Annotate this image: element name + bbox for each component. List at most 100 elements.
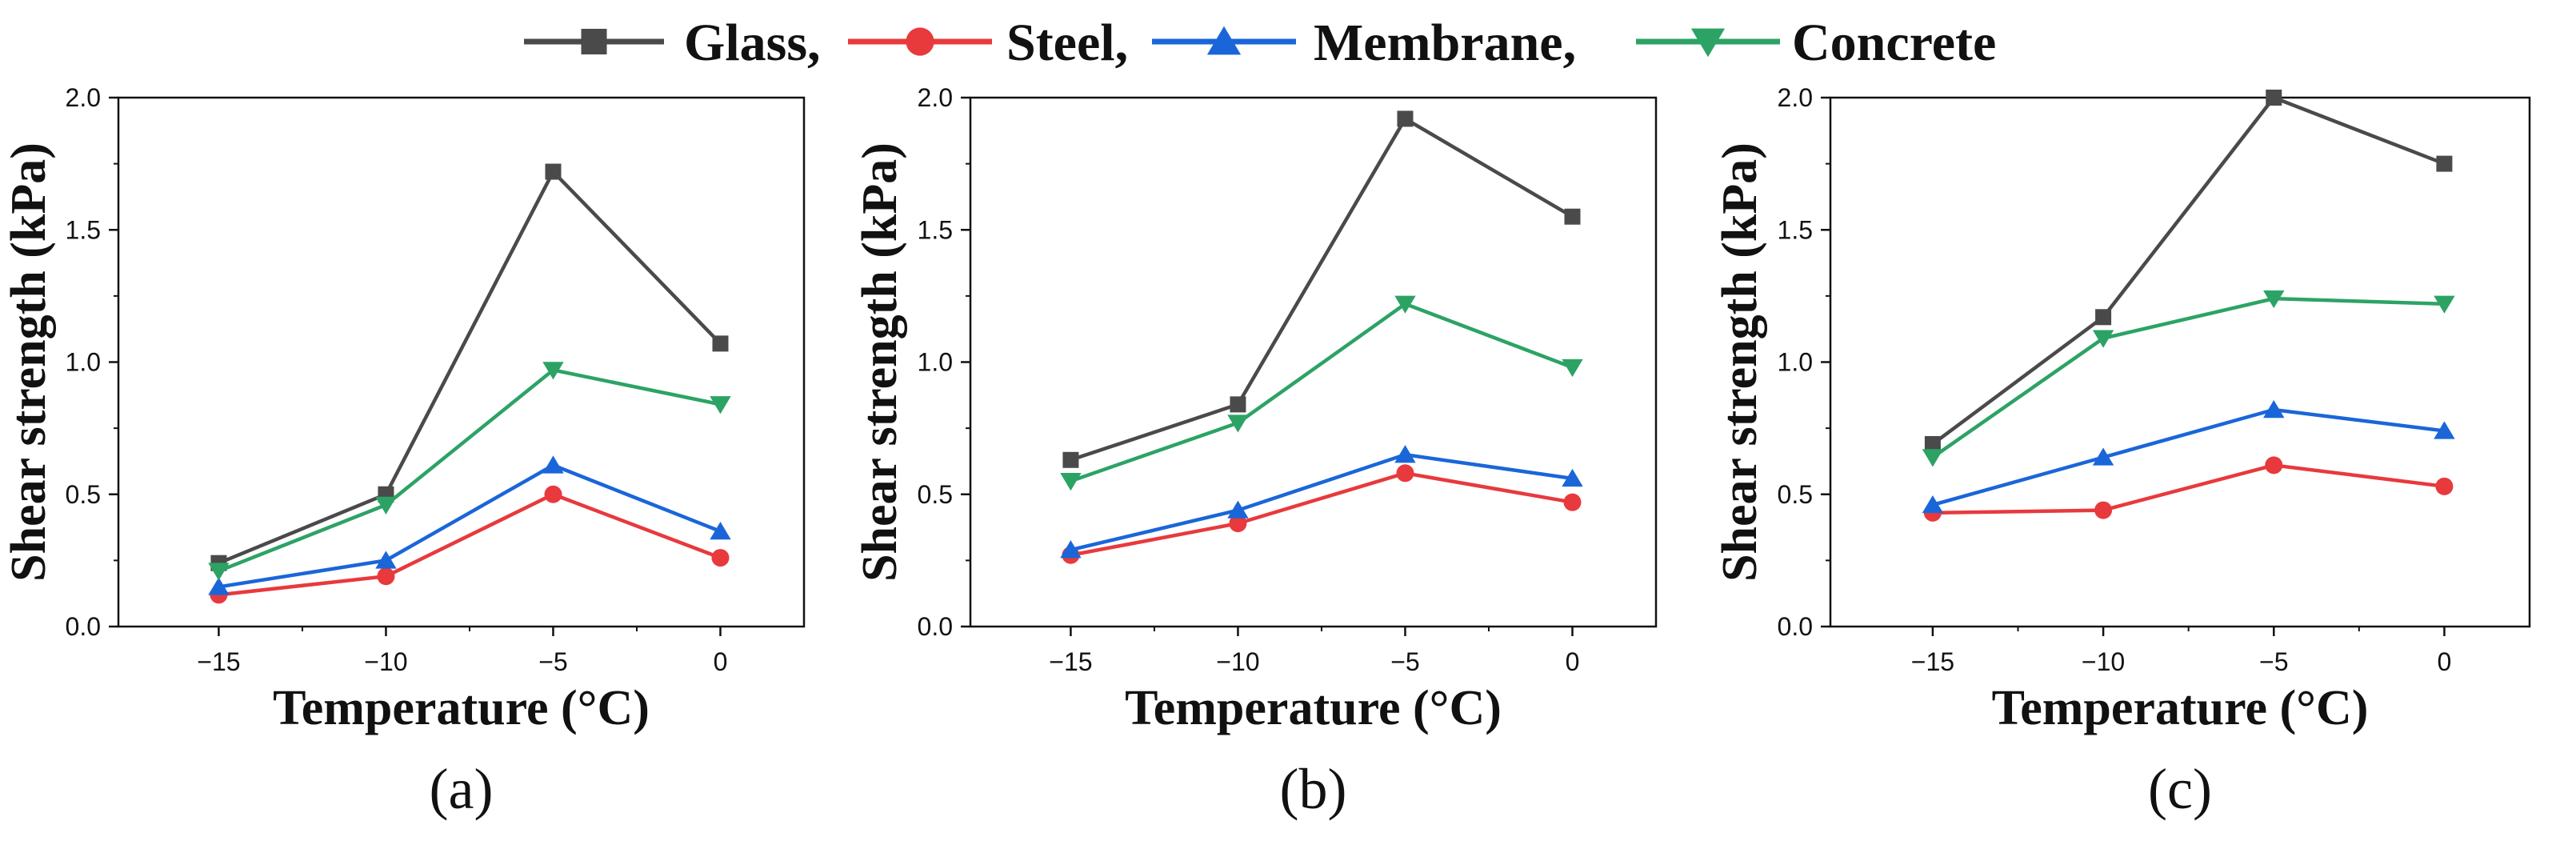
panel-b-series-steel-point bbox=[1229, 515, 1247, 533]
panel-c-series-steel-point bbox=[2265, 456, 2283, 475]
panel-b-series-concrete-point bbox=[1060, 473, 1082, 491]
panel-a-series-concrete bbox=[208, 362, 731, 581]
panel-b-series-membrane bbox=[1060, 445, 1583, 559]
panel-b-series-concrete-point bbox=[1394, 295, 1416, 314]
panel-b-ytick-label: 0.5 bbox=[918, 480, 953, 509]
panel-c-xtick-label: −10 bbox=[2082, 647, 2125, 676]
panel-b-ytick-label: 2.0 bbox=[918, 83, 953, 112]
panel-c-series-glass-point bbox=[2266, 90, 2282, 106]
panel-b-series-steel-point bbox=[1396, 464, 1414, 483]
panel-c-series-membrane-point bbox=[2434, 421, 2455, 439]
panel-b-ytick-label: 0.0 bbox=[918, 612, 953, 641]
panel-a-series-membrane-line bbox=[218, 463, 722, 589]
legend-marker-glass bbox=[581, 29, 607, 54]
panel-a-xtick-label: −15 bbox=[197, 647, 240, 676]
panel-c-series-concrete bbox=[1922, 290, 2455, 467]
panel-c-label: (c) bbox=[2148, 757, 2212, 821]
panel-b-xtick-label: 0 bbox=[1566, 647, 1580, 676]
panel-c-xtick-label: 0 bbox=[2438, 647, 2452, 676]
panel-a-series-steel-point bbox=[711, 549, 730, 567]
panel-c-series-glass-point bbox=[2095, 309, 2112, 326]
panel-b-series-concrete-line bbox=[1070, 302, 1574, 483]
panel-b-xtick-label: −5 bbox=[1390, 647, 1419, 676]
panel-b-series-membrane-point bbox=[1060, 540, 1082, 559]
panel-a-xtick-label: −10 bbox=[364, 647, 407, 676]
panel-b-series-glass-point bbox=[1230, 396, 1246, 413]
panel-b-series-concrete-point bbox=[1227, 414, 1249, 433]
panel-c-series-membrane-point bbox=[1922, 495, 1944, 514]
panel-b-label: (b) bbox=[1280, 757, 1347, 821]
panel-b-series-membrane-point bbox=[1562, 468, 1583, 487]
panel-a-series-steel-point bbox=[377, 567, 395, 586]
panel-a-series-membrane-point bbox=[375, 551, 397, 569]
panel-c-series-membrane-point bbox=[2263, 399, 2285, 418]
panel-b-ytick-label: 1.5 bbox=[918, 215, 953, 244]
panel-a-y-axis-title: Shear strength (kPa) bbox=[2, 142, 56, 582]
panel-c-series-concrete-point bbox=[2092, 330, 2114, 348]
panel-a-ytick-label: 0.0 bbox=[66, 612, 101, 641]
panel-a-series-membrane-point bbox=[710, 522, 731, 540]
chart-panels: 0.0 0.5 1.0 1.5 2.0 −15 −10 −5 0 Temperature (°C)… bbox=[2, 83, 2531, 821]
panel-b-series-membrane-line bbox=[1070, 452, 1573, 552]
panel-c-xtick-label: −5 bbox=[2259, 647, 2288, 676]
panel-b-series-steel-line bbox=[1070, 471, 1573, 557]
panel-c-series-membrane-point bbox=[2092, 447, 2114, 466]
panel-a-series-concrete-point bbox=[542, 362, 564, 380]
panel-a-series-concrete-point bbox=[208, 563, 230, 581]
panel-b-series-glass bbox=[1062, 110, 1581, 468]
panel-a-label: (a) bbox=[430, 757, 494, 821]
legend-label-membrane: Membrane, bbox=[1314, 14, 1576, 72]
panel-c-series-concrete-line bbox=[1931, 296, 2445, 459]
panel-a-frame bbox=[117, 96, 806, 628]
panel-c-frame bbox=[1829, 96, 2531, 628]
panel-b-xtick-label: −15 bbox=[1049, 647, 1092, 676]
legend-label-concrete: Concrete bbox=[1792, 14, 1996, 72]
legend-item-glass: Glass, bbox=[524, 14, 821, 72]
panel-b-xtick-label: −10 bbox=[1216, 647, 1259, 676]
panel-b-series-membrane-point bbox=[1227, 500, 1249, 519]
panel-b: 0.0 0.5 1.0 1.5 2.0 −15 −10 −5 0 Temperature (°C)… bbox=[853, 83, 1658, 821]
panel-a-ytick-label: 0.5 bbox=[66, 480, 101, 509]
panel-a-ytick-label: 1.5 bbox=[66, 215, 101, 244]
panel-b-ytick-label: 1.0 bbox=[918, 348, 953, 377]
panel-b-series-glass-line bbox=[1070, 116, 1574, 462]
panel-c-xtick-label: −15 bbox=[1911, 647, 1954, 676]
panel-a-ytick-label: 1.0 bbox=[66, 348, 101, 377]
panel-a-series-membrane bbox=[208, 455, 731, 595]
panel-a-x-axis-title: Temperature (°C) bbox=[273, 681, 650, 735]
panel-b-series-glass-point bbox=[1397, 110, 1414, 127]
panel-c-series-concrete-point bbox=[2434, 295, 2455, 314]
panel-b-series-membrane-point bbox=[1394, 445, 1416, 463]
panel-c-y-axis-title: Shear strength (kPa) bbox=[1713, 142, 1767, 582]
panel-a-series-glass-point bbox=[545, 163, 562, 180]
panel-c-series-steel bbox=[1923, 456, 2454, 522]
panel-c-series-glass-point bbox=[2436, 155, 2453, 172]
panel-b-series-steel-point bbox=[1563, 493, 1582, 511]
panel-b-series-steel bbox=[1062, 464, 1582, 564]
legend: Glass, Steel, Membrane, Concrete bbox=[524, 14, 1996, 72]
panel-a-xtick-label: 0 bbox=[714, 647, 728, 676]
panel-a-series-membrane-point bbox=[208, 577, 230, 595]
panel-a-ytick-label: 2.0 bbox=[66, 83, 101, 112]
panel-a-series-glass-point bbox=[712, 335, 729, 352]
panel-a-xtick-label: −5 bbox=[538, 647, 567, 676]
panel-c: 0.0 0.5 1.0 1.5 2.0 −15 −10 −5 0 Temperature (°C)… bbox=[1713, 83, 2531, 821]
panel-a: 0.0 0.5 1.0 1.5 2.0 −15 −10 −5 0 Temperature (°C)… bbox=[2, 83, 806, 821]
legend-item-membrane: Membrane, bbox=[1152, 14, 1576, 72]
panel-c-ytick-label: 1.5 bbox=[1778, 215, 1813, 244]
panel-c-series-glass-point bbox=[1924, 435, 1941, 452]
panel-a-series-concrete-line bbox=[218, 367, 721, 573]
panel-a-series-glass bbox=[210, 163, 729, 571]
panel-b-series-concrete bbox=[1060, 295, 1583, 491]
panel-b-x-axis-title: Temperature (°C) bbox=[1125, 681, 1502, 735]
panel-c-series-steel-line bbox=[1932, 463, 2445, 515]
panel-c-series-steel-point bbox=[2435, 477, 2454, 495]
legend-marker-concrete bbox=[1690, 28, 1726, 58]
panel-c-ytick-label: 2.0 bbox=[1778, 83, 1813, 112]
panel-a-series-concrete-point bbox=[710, 396, 731, 414]
panel-a-series-glass-line bbox=[218, 168, 722, 565]
panel-a-series-steel-line bbox=[218, 492, 722, 597]
legend-item-steel: Steel, bbox=[848, 14, 1128, 72]
legend-item-concrete: Concrete bbox=[1636, 14, 1996, 72]
